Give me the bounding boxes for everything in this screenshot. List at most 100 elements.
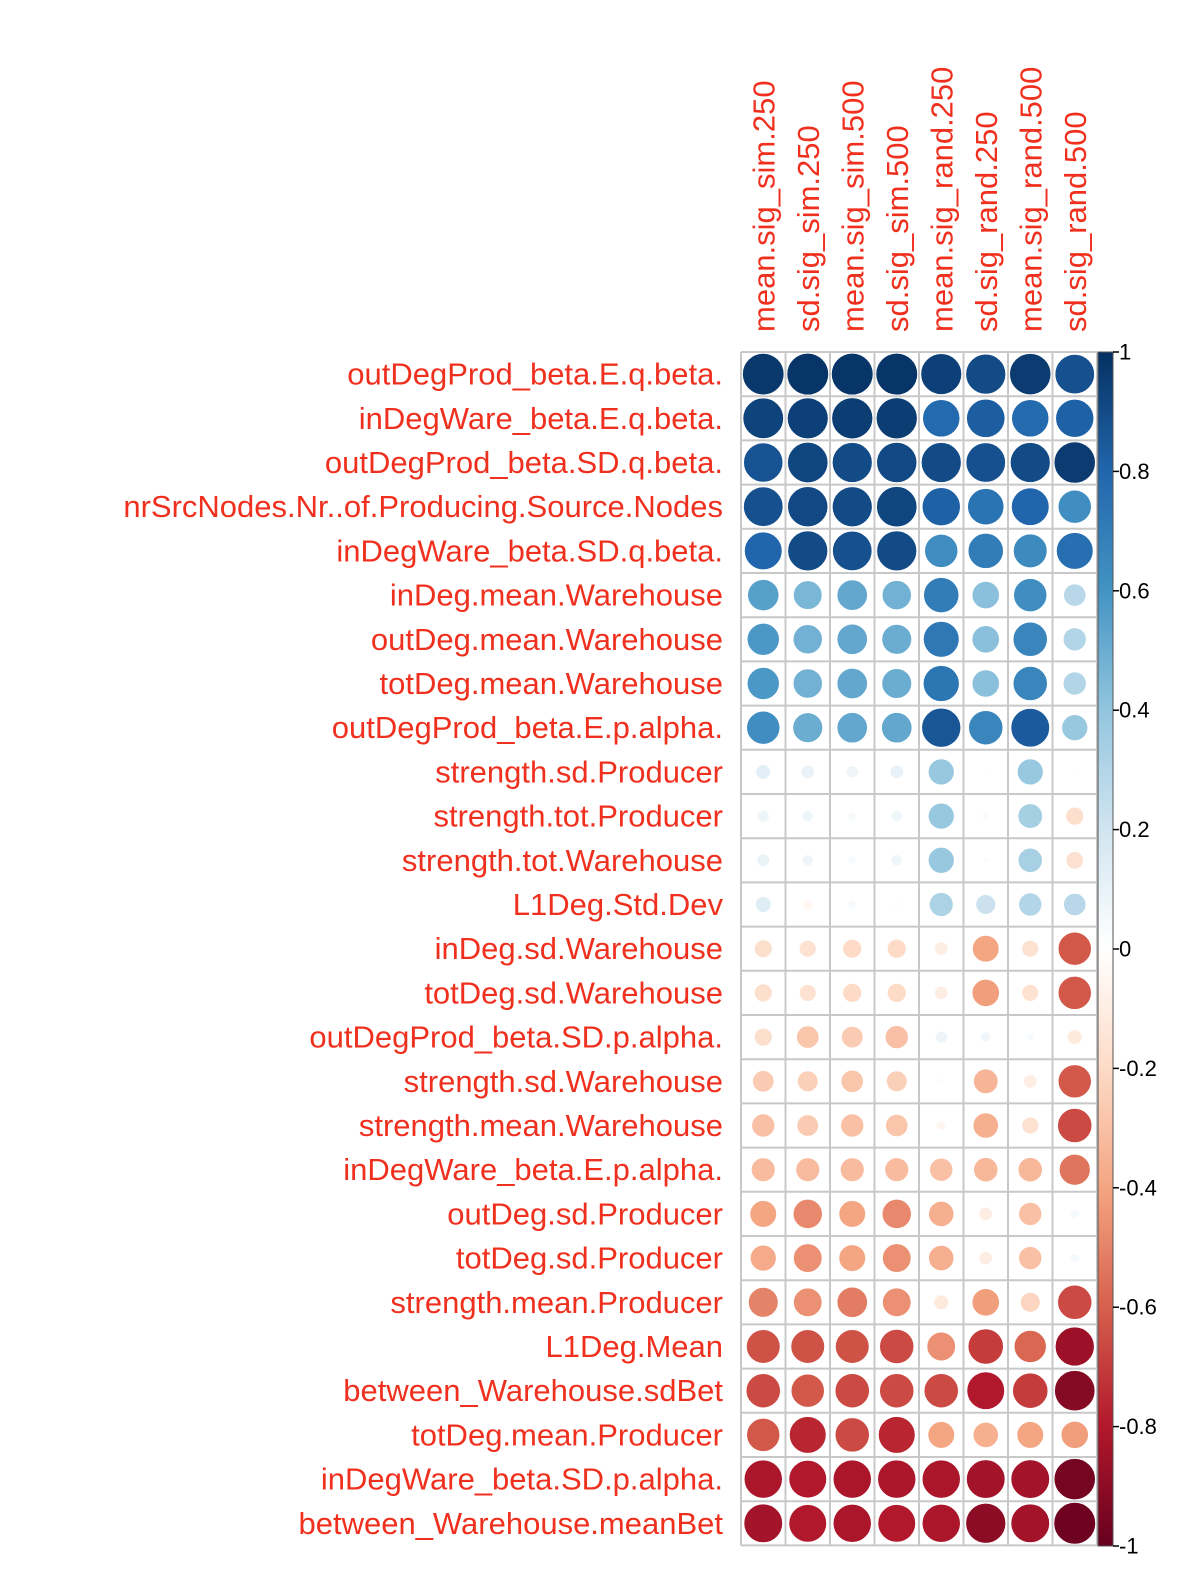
correlation-circle xyxy=(975,894,996,915)
correlation-circle xyxy=(847,811,857,821)
correlation-circle xyxy=(1018,1202,1043,1226)
row-label: strength.sd.Warehouse xyxy=(404,1064,723,1099)
column-label: sd.sig_rand.500 xyxy=(1058,111,1093,332)
correlation-circle xyxy=(838,1244,866,1272)
correlation-circle xyxy=(757,809,770,823)
correlation-circle xyxy=(890,854,903,867)
correlation-circle xyxy=(967,533,1004,569)
correlation-circle xyxy=(887,983,907,1003)
correlation-circle xyxy=(796,1114,819,1137)
correlation-circle xyxy=(744,531,783,570)
correlation-circle xyxy=(1013,1330,1047,1363)
correlation-circle xyxy=(1067,1029,1083,1045)
correlation-circle xyxy=(923,1373,959,1409)
correlation-circle xyxy=(756,853,770,867)
correlation-circle xyxy=(1021,1116,1039,1135)
correlation-circle xyxy=(978,1206,993,1221)
correlation-circle xyxy=(836,668,868,699)
correlation-circle xyxy=(792,712,823,743)
correlation-circle xyxy=(1057,489,1092,524)
correlation-circle xyxy=(1023,1074,1038,1089)
correlation-circle xyxy=(790,1373,825,1408)
correlation-circle xyxy=(965,442,1006,483)
row-label: between_Warehouse.sdBet xyxy=(343,1373,723,1408)
correlation-circle xyxy=(927,1421,955,1449)
correlation-circle xyxy=(971,1288,1000,1317)
correlation-circle xyxy=(834,1373,870,1409)
row-label: outDegProd_beta.SD.q.beta. xyxy=(325,445,723,480)
correlation-circle xyxy=(787,397,829,439)
correlation-circle xyxy=(971,625,1000,654)
correlation-circle xyxy=(792,1199,823,1229)
correlation-circle xyxy=(742,353,785,396)
correlation-circle xyxy=(750,1244,777,1272)
correlation-circle xyxy=(1020,1292,1041,1313)
correlation-circle xyxy=(926,1331,956,1362)
correlation-circle xyxy=(1060,1420,1089,1449)
correlation-circle xyxy=(847,855,857,865)
colorbar-tick-label: -1 xyxy=(1119,1534,1139,1559)
correlation-circle xyxy=(1055,398,1095,438)
correlation-circle xyxy=(921,707,962,748)
correlation-circle xyxy=(972,935,1000,963)
correlation-circle xyxy=(922,399,961,438)
correlation-circle xyxy=(1053,441,1096,484)
correlation-circle xyxy=(923,621,960,658)
correlation-circle xyxy=(795,1157,820,1182)
correlation-circle xyxy=(1013,578,1048,612)
correlation-circle xyxy=(878,1416,916,1454)
correlation-circle xyxy=(1063,893,1087,916)
correlation-circle xyxy=(1057,1284,1093,1320)
correlation-circle xyxy=(936,1120,947,1131)
correlation-circle xyxy=(1054,1326,1095,1367)
row-label: outDegProd_beta.E.p.alpha. xyxy=(332,710,723,745)
correlation-circle xyxy=(893,901,901,908)
colorbar-tick-label: 0 xyxy=(1119,937,1131,962)
correlation-circle xyxy=(1026,1033,1035,1042)
correlation-circle xyxy=(966,1459,1006,1499)
colorbar-tick-label: 0.2 xyxy=(1119,817,1150,842)
correlation-circle xyxy=(929,1157,954,1182)
row-label: strength.mean.Producer xyxy=(390,1285,723,1320)
correlation-circle xyxy=(838,1200,866,1228)
correlation-circle xyxy=(881,668,912,699)
correlation-circle xyxy=(1018,892,1043,917)
correlation-circle xyxy=(921,442,962,483)
correlation-circle xyxy=(832,1503,872,1543)
correlation-circle xyxy=(875,353,918,396)
colorbar-tick-label: 0.4 xyxy=(1119,698,1150,723)
correlation-circle xyxy=(965,353,1006,395)
colorbar-tick-label: 0.6 xyxy=(1119,578,1150,603)
correlation-circle xyxy=(831,353,874,396)
row-label: outDeg.sd.Producer xyxy=(447,1196,723,1231)
correlation-circle xyxy=(968,710,1004,746)
column-label: mean.sig_sim.250 xyxy=(746,80,781,332)
row-label: inDeg.sd.Warehouse xyxy=(435,931,723,966)
row-label: nrSrcNodes.Nr..of.Producing.Source.Nodes xyxy=(123,489,723,524)
correlation-circle xyxy=(978,1251,993,1266)
correlation-circle xyxy=(832,486,873,527)
correlation-circle xyxy=(802,899,813,910)
column-label: mean.sig_sim.500 xyxy=(835,80,870,332)
correlation-circle xyxy=(1013,533,1048,569)
correlation-circle xyxy=(1017,758,1044,786)
row-label: outDeg.mean.Warehouse xyxy=(371,622,723,657)
colorbar-tick-label: 0.8 xyxy=(1119,459,1150,484)
row-label: between_Warehouse.meanBet xyxy=(298,1506,723,1541)
correlation-circle xyxy=(889,764,904,779)
correlation-circle xyxy=(1059,1153,1091,1186)
column-labels: mean.sig_sim.250 sd.sig_sim.250 mean.sig_s… xyxy=(746,67,1093,332)
correlation-circle xyxy=(793,1287,823,1317)
column-label: mean.sig_rand.250 xyxy=(924,67,959,332)
correlation-circle xyxy=(836,712,868,744)
correlation-circle xyxy=(928,802,955,830)
correlation-circle xyxy=(846,765,859,779)
correlation-circle xyxy=(755,764,771,780)
correlation-circle xyxy=(1018,1246,1043,1270)
correlation-circle xyxy=(877,1504,916,1543)
correlation-circle xyxy=(847,899,857,909)
correlation-circle xyxy=(973,1068,999,1094)
row-label: strength.sd.Producer xyxy=(435,754,723,789)
correlation-circle xyxy=(752,1070,775,1093)
